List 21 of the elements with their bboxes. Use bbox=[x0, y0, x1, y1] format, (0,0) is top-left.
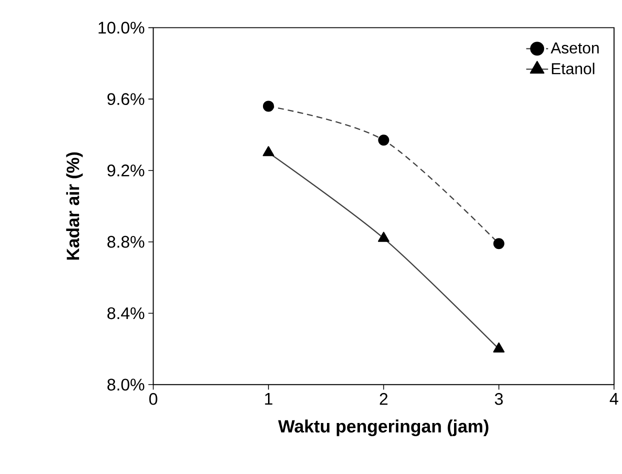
point bbox=[262, 100, 274, 112]
x-axis-title: Waktu pengeringan (jam) bbox=[278, 420, 488, 436]
x-tick-label: 1 bbox=[265, 393, 272, 405]
x-tick-label: 2 bbox=[380, 393, 388, 405]
y-tick-label: 8.0% bbox=[107, 378, 144, 391]
point bbox=[378, 232, 390, 242]
x-tick-label: 4 bbox=[610, 393, 618, 405]
y-tick-label: 8.4% bbox=[107, 307, 144, 320]
legend-label: Etanol bbox=[552, 62, 594, 74]
point bbox=[262, 146, 274, 156]
point bbox=[493, 342, 505, 353]
x-tick-label: 3 bbox=[494, 393, 503, 406]
y-tick-label: 9.6% bbox=[107, 93, 144, 106]
legend-label: Aseton bbox=[550, 42, 599, 54]
x-tick-label: 0 bbox=[149, 393, 158, 406]
y-tick-label: 10.0% bbox=[98, 22, 144, 34]
y-tick-label: 8.8% bbox=[107, 236, 144, 248]
point bbox=[378, 134, 390, 146]
y-axis-title: Kadar air (%) bbox=[66, 152, 83, 260]
point bbox=[493, 238, 504, 250]
y-tick-label: 9.2% bbox=[107, 164, 144, 177]
